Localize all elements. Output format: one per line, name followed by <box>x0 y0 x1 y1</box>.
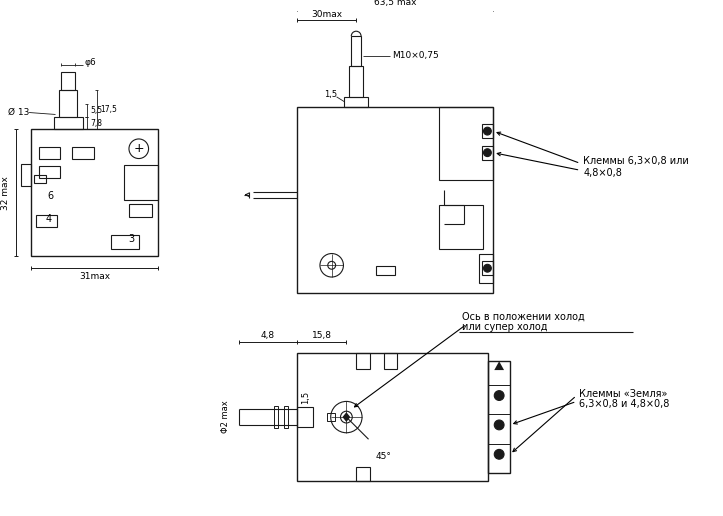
Bar <box>297 107 493 293</box>
Circle shape <box>484 149 492 156</box>
Bar <box>34 175 46 183</box>
Text: или супер холод: или супер холод <box>462 322 547 332</box>
Text: 4: 4 <box>46 214 52 224</box>
Bar <box>489 361 510 473</box>
Bar <box>129 204 153 217</box>
Text: 1,5: 1,5 <box>324 90 337 100</box>
Text: Клеммы «Земля»: Клеммы «Земля» <box>579 389 668 398</box>
Bar <box>479 253 493 283</box>
Text: 30max: 30max <box>311 10 343 19</box>
Circle shape <box>495 391 504 400</box>
Bar <box>21 165 31 186</box>
Bar <box>376 266 395 275</box>
Text: 7,8: 7,8 <box>91 119 103 128</box>
Bar <box>356 467 370 481</box>
Bar <box>111 235 139 249</box>
Text: 6,3×0,8 и 4,8×0,8: 6,3×0,8 и 4,8×0,8 <box>579 399 669 409</box>
Text: 45°: 45° <box>376 452 392 461</box>
Bar <box>384 353 398 369</box>
Polygon shape <box>495 361 504 370</box>
Bar <box>482 146 493 159</box>
Text: 63,5 max: 63,5 max <box>374 0 416 7</box>
Bar <box>440 107 493 180</box>
Bar <box>36 215 57 227</box>
Bar <box>297 353 489 481</box>
Text: 17,5: 17,5 <box>100 105 117 114</box>
Text: M10×0,75: M10×0,75 <box>393 51 439 60</box>
Bar <box>39 166 61 178</box>
Text: 15,8: 15,8 <box>312 331 332 340</box>
Text: 32 max: 32 max <box>1 176 10 210</box>
Text: +: + <box>134 142 144 155</box>
Text: 31max: 31max <box>79 271 110 281</box>
Bar <box>351 36 361 66</box>
Bar <box>482 124 493 138</box>
Bar <box>349 66 363 97</box>
Text: Φ2 max: Φ2 max <box>221 401 231 433</box>
Text: 6: 6 <box>48 191 54 201</box>
Polygon shape <box>343 412 351 422</box>
Bar <box>297 407 313 427</box>
Circle shape <box>495 449 504 459</box>
Text: φ6: φ6 <box>85 58 97 67</box>
Text: 5,5: 5,5 <box>91 106 103 115</box>
Bar <box>482 262 493 275</box>
Bar <box>283 406 288 428</box>
Bar <box>327 413 335 421</box>
Bar <box>39 147 61 158</box>
Text: 1,5: 1,5 <box>301 391 309 404</box>
Circle shape <box>495 420 504 430</box>
Bar <box>31 129 158 256</box>
Bar <box>274 406 278 428</box>
Bar <box>124 166 158 200</box>
Bar <box>356 353 370 369</box>
Bar <box>72 147 94 158</box>
Bar <box>54 118 83 129</box>
Bar <box>61 72 75 90</box>
Bar <box>344 97 368 107</box>
Text: 4,8×0,8: 4,8×0,8 <box>583 168 623 178</box>
Text: Ось в положении холод: Ось в положении холод <box>462 311 585 321</box>
Bar <box>59 90 77 118</box>
Circle shape <box>484 264 492 272</box>
Text: 3: 3 <box>128 234 134 244</box>
Text: Ø 13: Ø 13 <box>8 108 29 117</box>
Text: Клеммы 6,3×0,8 или: Клеммы 6,3×0,8 или <box>583 156 689 167</box>
Text: 4,8: 4,8 <box>261 331 275 340</box>
Circle shape <box>484 127 492 135</box>
Bar <box>440 204 484 249</box>
